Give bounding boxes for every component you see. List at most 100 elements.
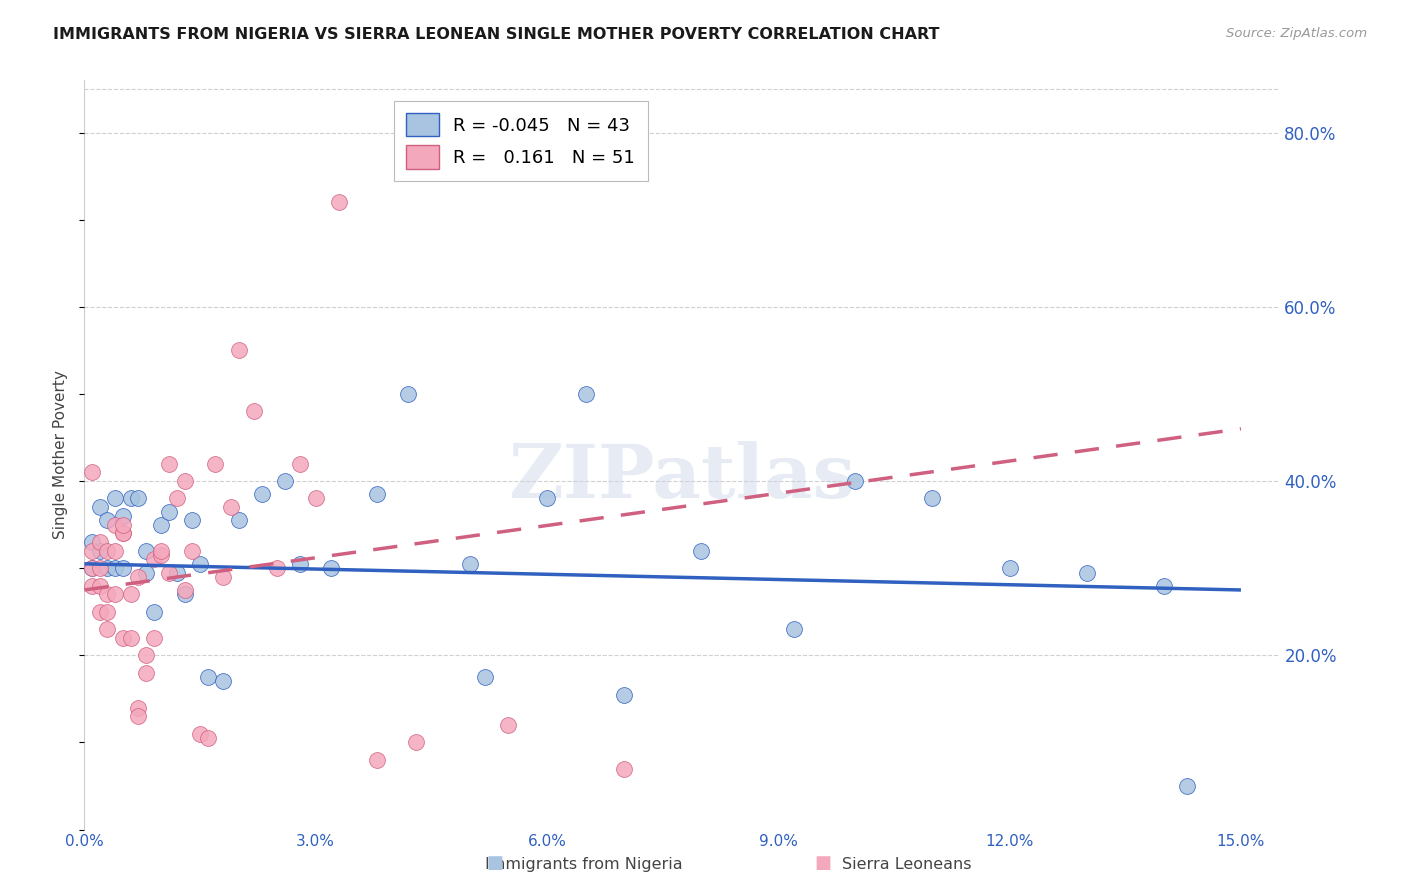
- Point: [1076, 566, 1098, 580]
- Point: [104, 543, 127, 558]
- Point: [111, 631, 134, 645]
- Text: Sierra Leoneans: Sierra Leoneans: [842, 857, 972, 872]
- Point: [135, 665, 157, 680]
- Text: Source: ZipAtlas.com: Source: ZipAtlas.com: [1226, 27, 1367, 40]
- Point: [228, 343, 250, 358]
- Point: [89, 535, 111, 549]
- Point: [274, 474, 297, 488]
- Point: [150, 517, 173, 532]
- Point: [104, 491, 127, 506]
- Point: [104, 517, 127, 532]
- Point: [157, 457, 180, 471]
- Point: [111, 526, 134, 541]
- Point: [474, 670, 496, 684]
- Point: [613, 762, 636, 776]
- Point: [96, 513, 118, 527]
- Point: [498, 718, 520, 732]
- Point: [80, 543, 103, 558]
- Point: [181, 513, 204, 527]
- Point: [96, 622, 118, 636]
- Point: [173, 474, 195, 488]
- Point: [80, 535, 103, 549]
- Point: [127, 491, 149, 506]
- Point: [458, 557, 481, 571]
- Y-axis label: Single Mother Poverty: Single Mother Poverty: [53, 370, 69, 540]
- Point: [197, 670, 219, 684]
- Point: [89, 579, 111, 593]
- Text: IMMIGRANTS FROM NIGERIA VS SIERRA LEONEAN SINGLE MOTHER POVERTY CORRELATION CHAR: IMMIGRANTS FROM NIGERIA VS SIERRA LEONEA…: [53, 27, 941, 42]
- Point: [396, 387, 419, 401]
- Point: [250, 487, 273, 501]
- Point: [142, 631, 165, 645]
- Point: [135, 543, 157, 558]
- Point: [111, 561, 134, 575]
- Point: [80, 561, 103, 575]
- Point: [290, 557, 312, 571]
- Point: [188, 557, 211, 571]
- Point: [166, 491, 188, 506]
- Point: [219, 500, 242, 515]
- Point: [204, 457, 226, 471]
- Point: [80, 561, 103, 575]
- Point: [120, 587, 142, 601]
- Point: [96, 561, 118, 575]
- Point: [89, 561, 111, 575]
- Point: [89, 500, 111, 515]
- Point: [89, 543, 111, 558]
- Point: [111, 526, 134, 541]
- Point: [135, 566, 157, 580]
- Point: [844, 474, 866, 488]
- Point: [111, 517, 134, 532]
- Point: [127, 709, 149, 723]
- Point: [243, 404, 266, 418]
- Point: [228, 513, 250, 527]
- Point: [157, 566, 180, 580]
- Point: [366, 487, 388, 501]
- Point: [150, 543, 173, 558]
- Point: [142, 552, 165, 566]
- Point: [998, 561, 1021, 575]
- Point: [181, 543, 204, 558]
- Point: [366, 753, 388, 767]
- Point: [783, 622, 806, 636]
- Point: [127, 700, 149, 714]
- Point: [266, 561, 288, 575]
- Point: [690, 543, 713, 558]
- Point: [157, 504, 180, 518]
- Point: [328, 195, 350, 210]
- Point: [173, 587, 195, 601]
- Point: [150, 548, 173, 562]
- Point: [166, 566, 188, 580]
- Point: [120, 491, 142, 506]
- Point: [89, 605, 111, 619]
- Point: [290, 457, 312, 471]
- Point: [142, 605, 165, 619]
- Point: [120, 631, 142, 645]
- Point: [536, 491, 558, 506]
- Point: [104, 561, 127, 575]
- Point: [188, 727, 211, 741]
- Point: [96, 605, 118, 619]
- Text: ■: ■: [814, 855, 831, 872]
- Point: [111, 508, 134, 523]
- Point: [319, 561, 342, 575]
- Text: ZIPatlas: ZIPatlas: [509, 441, 855, 514]
- Legend: R = -0.045   N = 43, R =   0.161   N = 51: R = -0.045 N = 43, R = 0.161 N = 51: [394, 101, 648, 181]
- Point: [305, 491, 328, 506]
- Point: [212, 570, 235, 584]
- Point: [173, 582, 195, 597]
- Point: [197, 731, 219, 745]
- Text: Immigrants from Nigeria: Immigrants from Nigeria: [485, 857, 682, 872]
- Point: [613, 688, 636, 702]
- Point: [80, 466, 103, 480]
- Point: [96, 587, 118, 601]
- Point: [1175, 779, 1198, 793]
- Point: [96, 543, 118, 558]
- Point: [80, 579, 103, 593]
- Point: [405, 735, 427, 749]
- Text: ■: ■: [486, 855, 503, 872]
- Point: [212, 674, 235, 689]
- Point: [135, 648, 157, 663]
- Point: [921, 491, 943, 506]
- Point: [1153, 579, 1175, 593]
